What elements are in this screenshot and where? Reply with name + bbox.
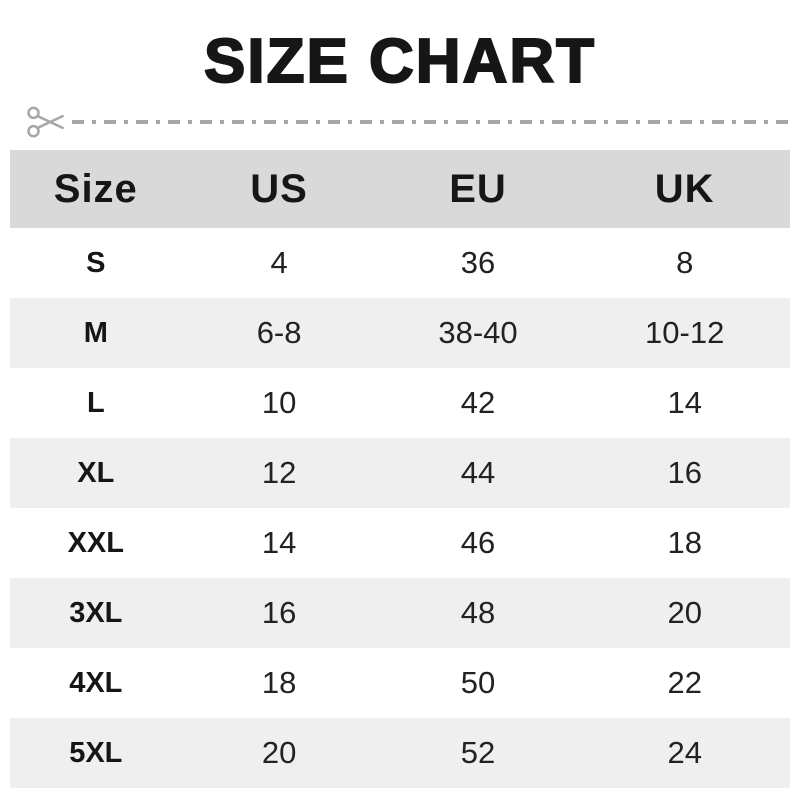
- table-header-row: Size US EU UK: [10, 150, 790, 228]
- header-uk: UK: [654, 166, 715, 211]
- cell-uk: 22: [667, 665, 702, 700]
- table-row: XL 12 44 16: [10, 438, 790, 508]
- header-us: US: [250, 166, 308, 211]
- cell-us: 18: [261, 665, 297, 700]
- scissors-icon: [27, 106, 64, 138]
- cell-size: 5XL: [69, 736, 123, 769]
- table-row: 5XL 20 52 24: [10, 718, 790, 788]
- header-eu: EU: [449, 166, 507, 211]
- cell-us: 20: [261, 735, 297, 770]
- cell-eu: 52: [460, 735, 496, 770]
- cell-eu: 50: [460, 665, 496, 700]
- page-title: SIZE CHART: [203, 26, 596, 97]
- cell-us: 12: [261, 455, 297, 490]
- cell-eu: 48: [460, 595, 496, 630]
- cell-uk: 14: [667, 385, 702, 420]
- cell-size: XL: [77, 456, 115, 489]
- cell-uk: 24: [667, 735, 702, 770]
- cell-eu: 42: [460, 385, 496, 420]
- cell-eu: 46: [460, 525, 496, 560]
- table-row: 4XL 18 50 22: [10, 648, 790, 718]
- cell-eu: 44: [460, 455, 496, 490]
- size-chart-table: Size US EU UK S 4 36 8 M 6-8 38-40 10-12…: [10, 150, 790, 788]
- cell-size: 4XL: [69, 666, 123, 699]
- cell-uk: 20: [667, 595, 702, 630]
- table-row: L 10 42 14: [10, 368, 790, 438]
- cell-size: XXL: [67, 526, 124, 559]
- cell-us: 4: [270, 245, 288, 280]
- dash-dot-line: [72, 120, 788, 124]
- cell-us: 16: [261, 595, 297, 630]
- cell-eu: 36: [460, 245, 496, 280]
- cell-uk: 8: [676, 245, 694, 280]
- cell-size: M: [83, 316, 108, 349]
- cell-us: 14: [261, 525, 297, 560]
- cell-us: 6-8: [256, 315, 302, 350]
- header-size: Size: [53, 166, 138, 211]
- cell-eu: 38-40: [438, 315, 518, 350]
- cell-uk: 18: [667, 525, 702, 560]
- cell-size: L: [86, 386, 105, 419]
- cell-uk: 10-12: [645, 315, 725, 350]
- table-row: XXL 14 46 18: [10, 508, 790, 578]
- cell-us: 10: [261, 385, 297, 420]
- table-row: 3XL 16 48 20: [10, 578, 790, 648]
- cell-size: S: [86, 246, 106, 279]
- table-row: S 4 36 8: [10, 228, 790, 298]
- cell-size: 3XL: [69, 596, 123, 629]
- cell-uk: 16: [667, 455, 702, 490]
- table-row: M 6-8 38-40 10-12: [10, 298, 790, 368]
- cut-here-line: [26, 100, 788, 144]
